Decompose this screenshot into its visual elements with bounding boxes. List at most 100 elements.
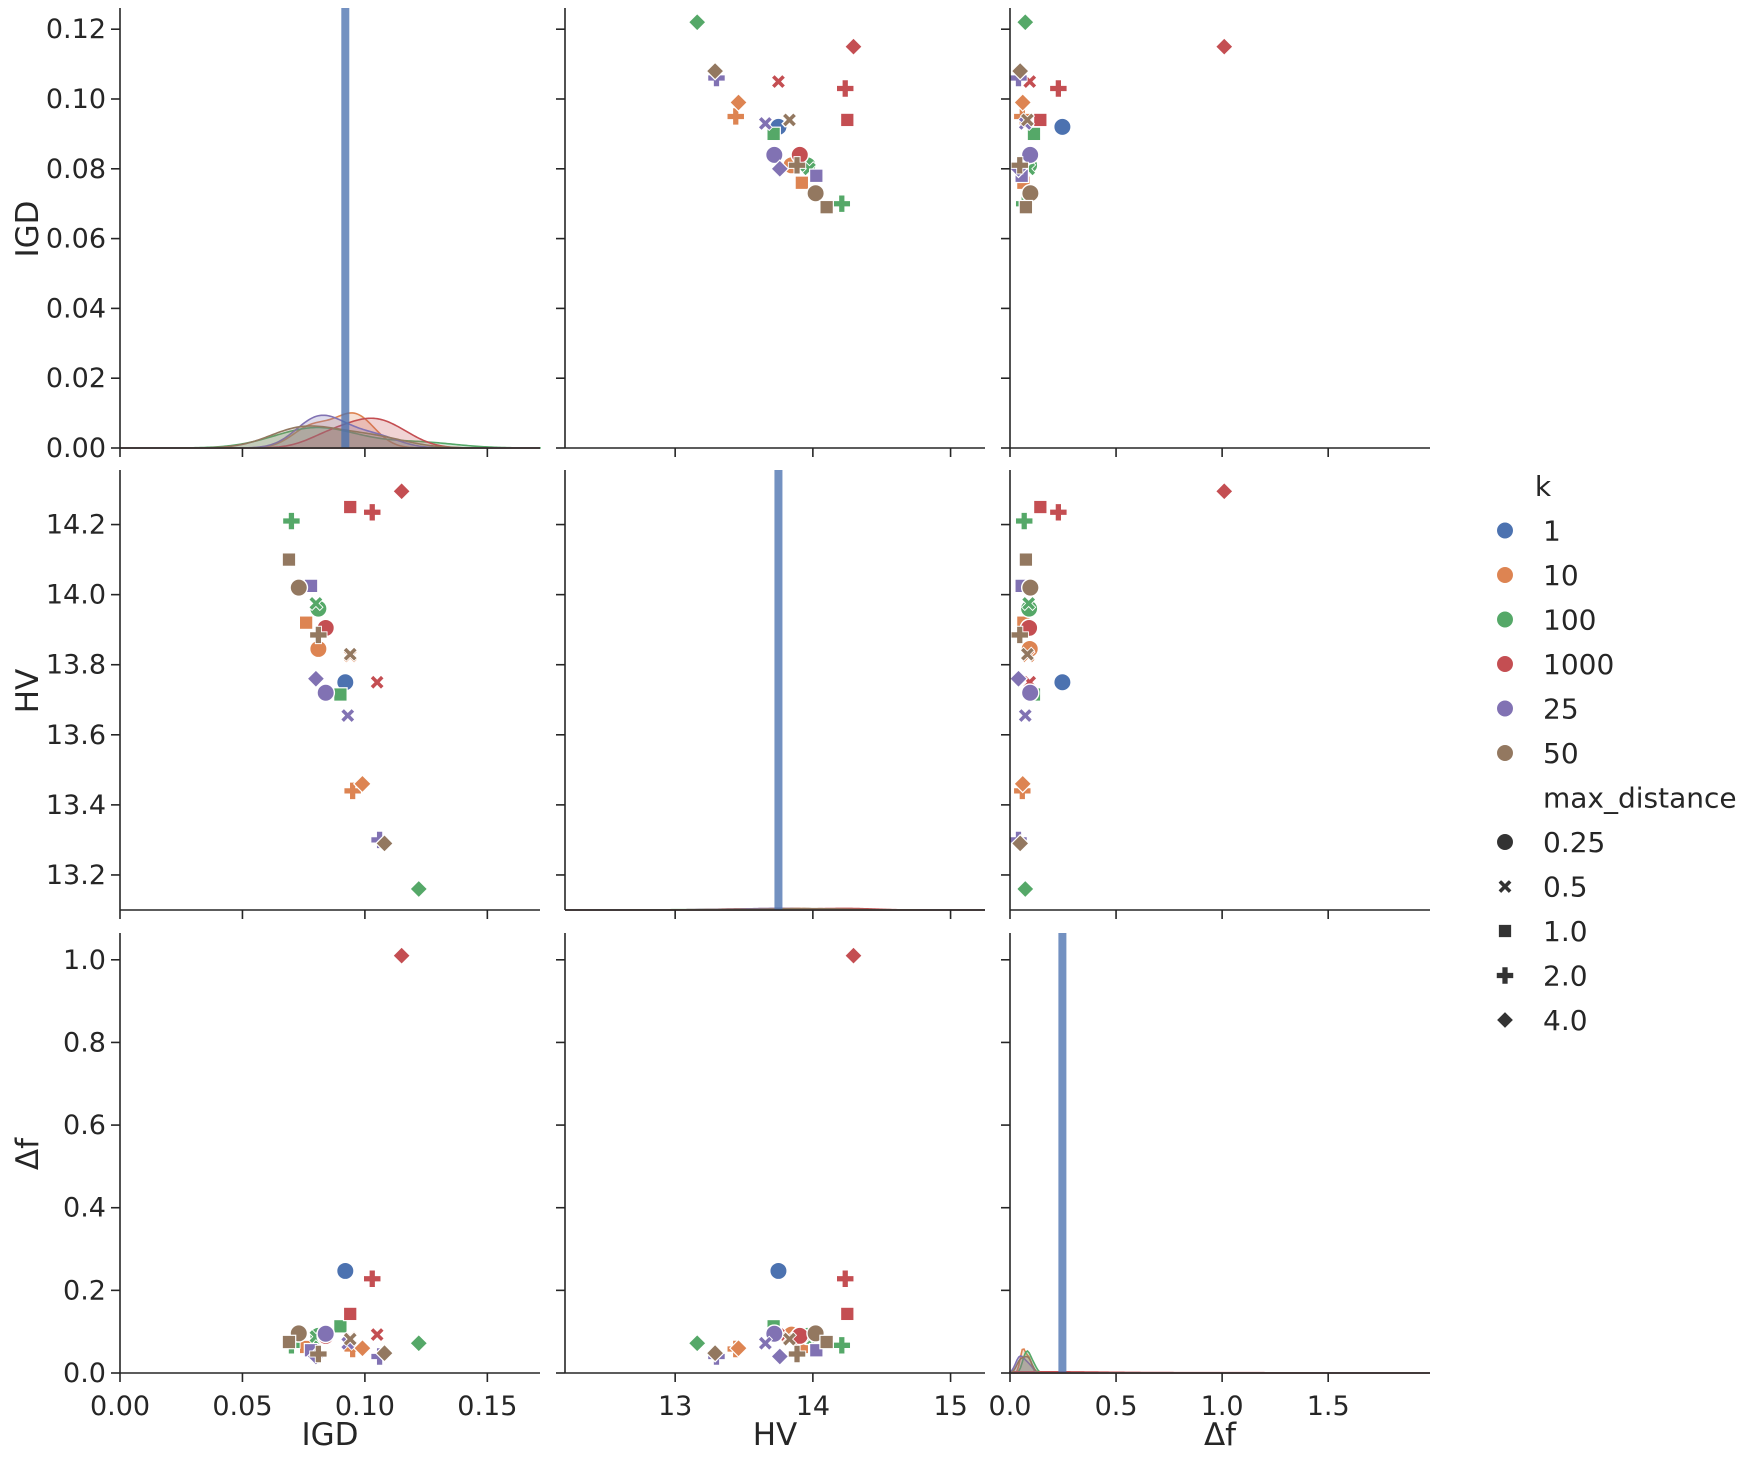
point-df-vs-igd-k25-md0-25 [316, 1324, 336, 1344]
legend-marker-md-1-0 [1497, 923, 1513, 939]
point-hv-vs-df-k50-md2-0 [1010, 625, 1029, 645]
legend-label-k-1: 1 [1543, 515, 1561, 548]
panel-igd-vs-igd: 0.00 0.02 0.04 0.06 0.08 0.10 0.12 [46, 8, 541, 464]
point-hv-vs-df-k50-md0-5 [1019, 646, 1036, 662]
point-igd-vs-hv-k25-md0-25 [764, 145, 784, 165]
point-igd-vs-hv-k10-md1-0 [794, 175, 810, 191]
ytick-label-df-0-4: 0.4 [63, 1193, 106, 1224]
legend-marker-md-4-0 [1495, 1010, 1515, 1030]
point-hv-vs-df-k25-md0-5 [1017, 707, 1033, 724]
point-igd-vs-df-k1000-md1-0 [1033, 112, 1048, 128]
legend-label-k-25: 25 [1543, 693, 1579, 726]
legend-label-k-10: 10 [1543, 559, 1579, 592]
point-igd-vs-hv-k50-md4-0 [705, 61, 725, 81]
point-df-vs-hv-k100-md4-0 [687, 1333, 707, 1353]
ytick-label-df-0-8: 0.8 [63, 1027, 106, 1058]
legend-hue-title: k [1535, 470, 1552, 503]
point-df-vs-igd-k50-md2-0 [309, 1344, 328, 1364]
point-igd-vs-hv-k50-md0-25 [806, 183, 826, 203]
panel-hv-vs-hv [556, 470, 985, 919]
point-hv-vs-igd-k50-md4-0 [374, 833, 395, 853]
point-df-vs-igd-k10-md4-0 [352, 1338, 372, 1358]
point-df-vs-igd-k1000-md1-0 [342, 1306, 358, 1322]
point-igd-vs-hv-k50-md2-0 [787, 156, 807, 175]
panel-igd-vs-df [1001, 8, 1430, 457]
point-df-vs-hv-k1000-md1-0 [839, 1306, 855, 1322]
legend-marker-k-10 [1495, 565, 1515, 585]
point-igd-vs-hv-k25-md4-0 [770, 159, 790, 179]
kde-df-k-25 [1009, 1355, 1430, 1374]
point-hv-vs-igd-k100-md0-5 [308, 595, 324, 612]
ytick-label-igd-0-12: 0.12 [46, 14, 106, 45]
point-hv-vs-df-k50-md0-25 [1020, 578, 1040, 598]
point-df-vs-igd-k50-md0-5 [342, 1331, 358, 1347]
ytick-label-df-0-2: 0.2 [63, 1275, 106, 1306]
point-df-vs-igd-k50-md4-0 [374, 1343, 395, 1363]
point-hv-vs-df-k1000-md2-0 [1049, 503, 1068, 522]
ytick-label-igd-0-10: 0.10 [46, 84, 106, 115]
legend: k 1 10 100 1000 25 50 max_distance 0.25 0.5 1.0 2.0… [1495, 470, 1737, 1037]
point-igd-vs-df-k10-md4-0 [1013, 92, 1033, 113]
point-df-vs-hv-k50-md0-5 [781, 1331, 798, 1347]
point-igd-vs-df-k1000-md4-0 [1214, 37, 1234, 57]
point-hv-vs-df-k100-md4-0 [1015, 879, 1035, 899]
point-igd-vs-df-k1000-md2-0 [1049, 79, 1068, 98]
xtick-label-df-0-0: 0.0 [989, 1391, 1032, 1422]
point-hv-vs-df-k1000-md4-0 [1214, 481, 1234, 501]
xtick-label-igd-0-05: 0.05 [212, 1391, 272, 1422]
point-igd-vs-hv-k50-md0-5 [781, 112, 798, 128]
point-df-vs-igd-k1000-md2-0 [363, 1269, 382, 1288]
legend-marker-md-0-5 [1497, 878, 1513, 895]
point-igd-vs-hv-k25-md0-5 [757, 115, 774, 132]
panel-df-vs-df: 0.0 0.5 1.0 1.5 [989, 933, 1430, 1422]
point-hv-vs-igd-k25-md4-0 [306, 669, 326, 689]
point-igd-vs-df-k50-md1-0 [1018, 199, 1034, 215]
hist-bar-hv-k-1 [774, 470, 783, 910]
point-hv-vs-igd-k1000-md0-5 [369, 674, 385, 690]
kde-df-k-10 [1010, 1348, 1430, 1374]
point-hv-vs-igd-k50-md2-0 [309, 625, 328, 645]
point-igd-vs-hv-k10-md4-0 [728, 92, 749, 113]
point-igd-vs-hv-k100-md4-0 [687, 12, 707, 32]
point-df-vs-hv-k50-md4-0 [705, 1343, 725, 1363]
legend-marker-k-50 [1495, 743, 1515, 763]
point-hv-vs-igd-k10-md1-0 [298, 615, 314, 630]
x-axis-label-df: Δf [1204, 1417, 1237, 1453]
point-igd-vs-hv-k1000-md0-5 [770, 73, 787, 90]
point-igd-vs-hv-k100-md2-0 [832, 194, 851, 213]
point-hv-vs-df-k100-md2-0 [1015, 511, 1034, 531]
point-df-vs-hv-k25-md4-0 [770, 1346, 790, 1367]
x-axis-label-igd: IGD [301, 1417, 358, 1453]
legend-marker-k-100 [1495, 610, 1515, 629]
ytick-label-igd-0-00: 0.00 [46, 433, 106, 464]
kde-df-k-100 [1010, 1350, 1430, 1374]
ytick-label-hv-14-0: 14.0 [46, 580, 106, 611]
point-igd-vs-df-k50-md4-0 [1010, 61, 1030, 81]
legend-style-title: max_distance [1543, 782, 1737, 815]
point-df-vs-hv-k10-md4-0 [728, 1338, 749, 1358]
xtick-label-df-1-5: 1.5 [1307, 1391, 1350, 1422]
point-igd-vs-df-k1-md0-25 [1053, 117, 1072, 137]
point-hv-vs-igd-k1000-md1-0 [342, 499, 358, 515]
point-df-vs-hv-k25-md0-5 [757, 1335, 774, 1351]
x-axis-label-hv: HV [753, 1417, 798, 1453]
kde-df-k-50 [1009, 1355, 1430, 1374]
point-igd-vs-hv-k50-md1-0 [819, 199, 834, 215]
point-hv-vs-igd-k10-md4-0 [352, 774, 372, 794]
hist-bar-igd-k-1 [341, 8, 350, 448]
panel-igd-vs-hv [556, 8, 985, 457]
ytick-label-df-0-0: 0.0 [63, 1358, 106, 1389]
ytick-label-hv-14-2: 14.2 [46, 510, 106, 541]
legend-label-k-1000: 1000 [1543, 648, 1614, 681]
point-hv-vs-igd-k1000-md4-0 [392, 481, 412, 501]
point-igd-vs-hv-k25-md1-0 [808, 168, 824, 184]
point-hv-vs-igd-k100-md2-0 [282, 511, 301, 531]
point-igd-vs-df-k100-md4-0 [1015, 12, 1035, 32]
xtick-label-hv-14: 14 [796, 1391, 830, 1422]
point-df-vs-igd-k50-md1-0 [281, 1334, 297, 1350]
point-igd-vs-hv-k1000-md4-0 [843, 37, 864, 57]
panel-hv-vs-igd: 13.2 13.4 13.6 13.8 14.0 14.2 [46, 470, 540, 919]
point-igd-vs-hv-k1000-md2-0 [836, 79, 855, 98]
point-hv-vs-df-k100-md0-5 [1021, 595, 1037, 612]
